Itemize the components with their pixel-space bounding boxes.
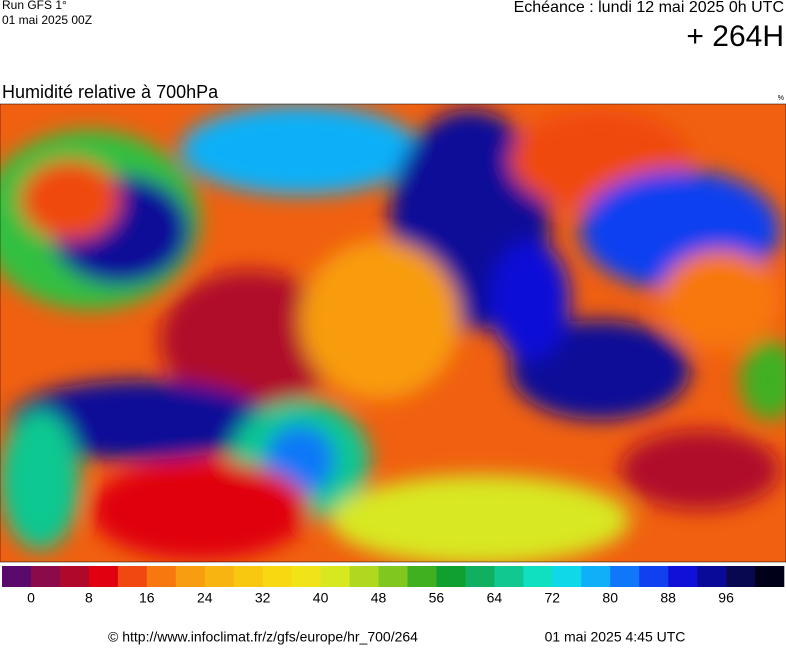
color-swatch <box>639 566 669 587</box>
tick-label: 64 <box>487 590 503 606</box>
color-swatch <box>523 566 553 587</box>
color-swatch <box>581 566 611 587</box>
color-swatch <box>146 566 177 587</box>
lead-time: + 264H <box>686 20 784 53</box>
map-title: Humidité relative à 700hPa <box>2 82 219 102</box>
color-swatch <box>291 566 321 587</box>
tick-label: 32 <box>255 590 271 606</box>
color-swatch <box>349 566 379 587</box>
color-swatch <box>2 566 32 587</box>
color-swatch <box>552 566 582 587</box>
color-swatch <box>697 566 727 587</box>
color-swatch <box>320 566 350 587</box>
run: Run GFS 1° <box>2 0 67 12</box>
tick-label: 40 <box>313 590 329 606</box>
tick-label: 56 <box>429 590 445 606</box>
color-swatch <box>436 566 466 587</box>
color-swatch <box>117 566 148 587</box>
map-frame <box>0 103 786 563</box>
tick-label: 72 <box>545 590 561 606</box>
tick-label: 96 <box>718 590 734 606</box>
color-swatch <box>465 566 495 587</box>
color-swatch <box>175 566 206 587</box>
tick-label: 88 <box>660 590 676 606</box>
color-swatch <box>88 566 119 587</box>
humidity-map <box>0 104 786 562</box>
color-swatch <box>610 566 640 587</box>
tick-label: 0 <box>27 590 35 606</box>
tick-label: 16 <box>139 590 155 606</box>
color-swatch <box>262 566 292 587</box>
colorbar: 0 8 16 24 32 40 48 56 64 72 80 88 96 <box>2 566 785 606</box>
color-swatch <box>204 566 235 587</box>
color-swatch <box>494 566 524 587</box>
unit: % <box>778 95 784 102</box>
source: © http://www.infoclimat.fr/z/gfs/europe/… <box>108 629 418 645</box>
color-swatch <box>755 566 785 587</box>
tick-label: 8 <box>85 590 93 606</box>
run-date: 01 mai 2025 00Z <box>2 13 92 27</box>
tick-label: 80 <box>602 590 618 606</box>
issued: 01 mai 2025 4:45 UTC <box>545 629 686 645</box>
color-swatch <box>726 566 756 587</box>
color-swatch <box>668 566 698 587</box>
color-swatch <box>378 566 408 587</box>
tick-label: 48 <box>371 590 387 606</box>
color-swatch <box>59 566 90 587</box>
color-swatch <box>30 566 61 587</box>
color-swatch <box>407 566 437 587</box>
echeance: Echéance : lundi 12 mai 2025 0h UTC <box>514 0 784 16</box>
color-swatch <box>233 566 263 587</box>
tick-label: 24 <box>197 590 213 606</box>
